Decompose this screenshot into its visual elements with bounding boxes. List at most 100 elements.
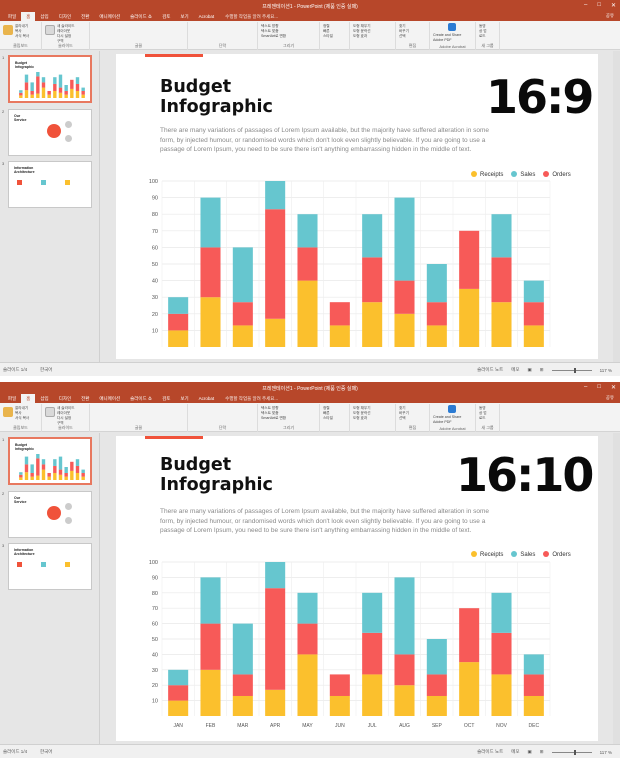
notes-button[interactable]: 슬라이드 노트 (477, 367, 504, 372)
slide-thumbnail-2[interactable]: Our Service (8, 109, 92, 156)
x-tick-label: MAR (237, 723, 249, 729)
tab-slideshow[interactable]: 슬라이드 쇼 (130, 14, 153, 19)
minimize-icon[interactable]: – (584, 384, 588, 390)
tab-transitions[interactable]: 전환 (81, 14, 90, 19)
bar-receipts-feb (200, 669, 221, 716)
tell-me-search[interactable]: 수행할 작업을 알려 주세요... (225, 395, 279, 401)
comments-button[interactable]: 메모 (511, 367, 520, 372)
slide-thumbnail-3[interactable]: Information Architecture (8, 161, 92, 208)
bar-sales-feb (200, 577, 221, 624)
close-icon[interactable]: ✕ (610, 3, 616, 9)
tab-file[interactable]: 파일 (8, 14, 17, 19)
language-indicator[interactable]: 한국어 (40, 749, 53, 754)
legend-receipts: Receipts (471, 171, 503, 178)
sorter-view-icon[interactable]: ⊞ (539, 749, 544, 754)
paste-icon[interactable] (3, 407, 13, 417)
x-tick-label: FEB (206, 723, 216, 729)
slide-canvas[interactable]: Budget Infographic 16:10 There are many v… (116, 436, 598, 741)
bar-orders-nov (491, 257, 512, 303)
bar-orders-jan (168, 685, 189, 701)
bar-orders-aug (394, 654, 415, 686)
tab-review[interactable]: 검토 (162, 14, 171, 19)
slide-thumbnail-2[interactable]: Our Service (8, 491, 92, 538)
new-slide-icon[interactable] (45, 25, 55, 35)
pdf-icon[interactable] (448, 405, 456, 413)
mini-bar (41, 82, 46, 88)
normal-view-icon[interactable]: ▣ (527, 367, 532, 372)
bar-receipts-nov (491, 302, 512, 347)
tab-animations[interactable]: 애니메이션 (99, 396, 121, 401)
maximize-icon[interactable]: □ (597, 2, 601, 8)
mini-bar (75, 459, 80, 466)
mini-bar (19, 95, 23, 98)
slide-thumbnail-1[interactable]: Budget Infographic (8, 55, 92, 103)
tab-home[interactable]: 홈 (21, 394, 36, 403)
mini-bar (70, 461, 74, 471)
zoom-slider[interactable] (551, 749, 592, 755)
tab-review[interactable]: 검토 (162, 396, 171, 401)
zoom-level[interactable]: 117 % (599, 749, 612, 755)
budget-chart[interactable]: 10 20 30 40 50 60 70 80 90 100 (140, 178, 560, 359)
zoom-slider[interactable] (551, 367, 592, 373)
tab-file[interactable]: 파일 (8, 396, 17, 401)
mini-bar (41, 87, 46, 98)
ribbon-tabs: 파일 홈 삽입 디자인 전환 애니메이션 슬라이드 쇼 검토 보기 Acroba… (0, 12, 620, 21)
tab-view[interactable]: 보기 (180, 396, 189, 401)
bar-receipts-aug (394, 313, 415, 347)
tab-design[interactable]: 디자인 (58, 14, 72, 19)
slide-body-text[interactable]: There are many variations of passages of… (160, 508, 490, 534)
language-indicator[interactable]: 한국어 (40, 367, 53, 372)
normal-view-icon[interactable]: ▣ (527, 749, 532, 754)
slide-canvas[interactable]: Budget Infographic 16:9 There are many va… (116, 54, 598, 359)
title-bar: 프레젠테이션1 - PowerPoint (제품 인증 실패) – □ ✕ (0, 382, 620, 394)
new-slide-icon[interactable] (45, 407, 55, 417)
slide-title[interactable]: Budget Infographic (160, 455, 273, 495)
mini-bar (81, 472, 85, 477)
mini-bar (81, 94, 85, 98)
close-icon[interactable]: ✕ (610, 385, 616, 391)
tab-insert[interactable]: 삽입 (40, 396, 49, 401)
tell-me-search[interactable]: 수행할 작업을 알려 주세요... (225, 13, 279, 19)
slide-thumbnail-1[interactable]: Budget Infographic (8, 437, 92, 485)
aspect-ratio-label[interactable]: 16:9 (486, 70, 594, 124)
tab-view[interactable]: 보기 (180, 14, 189, 19)
sorter-view-icon[interactable]: ⊞ (539, 367, 544, 372)
comments-button[interactable]: 메모 (511, 749, 520, 754)
slide-editor[interactable]: Budget Infographic 16:9 There are many va… (100, 51, 620, 362)
ribbon-group-paragraph: 단락 (188, 404, 258, 432)
mini-bar (64, 467, 68, 473)
y-tick-label: 40 (152, 279, 158, 285)
tab-home[interactable]: 홈 (21, 12, 36, 21)
tab-transitions[interactable]: 전환 (81, 396, 90, 401)
mini-bar (24, 82, 29, 91)
vertical-scrollbar[interactable] (613, 433, 620, 744)
tab-acrobat[interactable]: Acrobat (198, 396, 215, 401)
aspect-ratio-label[interactable]: 16:10 (456, 448, 594, 502)
maximize-icon[interactable]: □ (597, 384, 601, 390)
tab-design[interactable]: 디자인 (58, 396, 72, 401)
slide-body-text[interactable]: There are many variations of passages of… (160, 127, 490, 153)
notes-button[interactable]: 슬라이드 노트 (477, 749, 504, 754)
zoom-level[interactable]: 117 % (599, 367, 612, 373)
mini-bar (24, 464, 29, 473)
mini-bar (24, 90, 29, 98)
mini-bar (47, 94, 51, 98)
share-button[interactable]: 공유 (605, 13, 614, 18)
tab-animations[interactable]: 애니메이션 (99, 14, 121, 19)
slide-title[interactable]: Budget Infographic (160, 77, 273, 117)
minimize-icon[interactable]: – (584, 2, 588, 8)
mini-bar (41, 464, 46, 470)
bar-orders-feb (200, 247, 221, 298)
tab-insert[interactable]: 삽입 (40, 14, 49, 19)
slide-thumbnail-3[interactable]: Information Architecture (8, 543, 92, 590)
slide-editor[interactable]: Budget Infographic 16:10 There are many v… (100, 433, 620, 744)
mini-bar (24, 74, 29, 83)
tab-acrobat[interactable]: Acrobat (198, 14, 215, 19)
vertical-scrollbar[interactable] (613, 51, 620, 362)
pdf-icon[interactable] (448, 23, 456, 31)
tab-slideshow[interactable]: 슬라이드 쇼 (130, 396, 153, 401)
powerpoint-window-16-10: 프레젠테이션1 - PowerPoint (제품 인증 실패) – □ ✕ 파일… (0, 382, 620, 758)
budget-chart[interactable]: 10 20 30 40 50 60 70 80 90 100 JAN FEB MAR APR MAY JUN J… (140, 558, 560, 741)
paste-icon[interactable] (3, 25, 13, 35)
share-button[interactable]: 공유 (605, 395, 614, 400)
